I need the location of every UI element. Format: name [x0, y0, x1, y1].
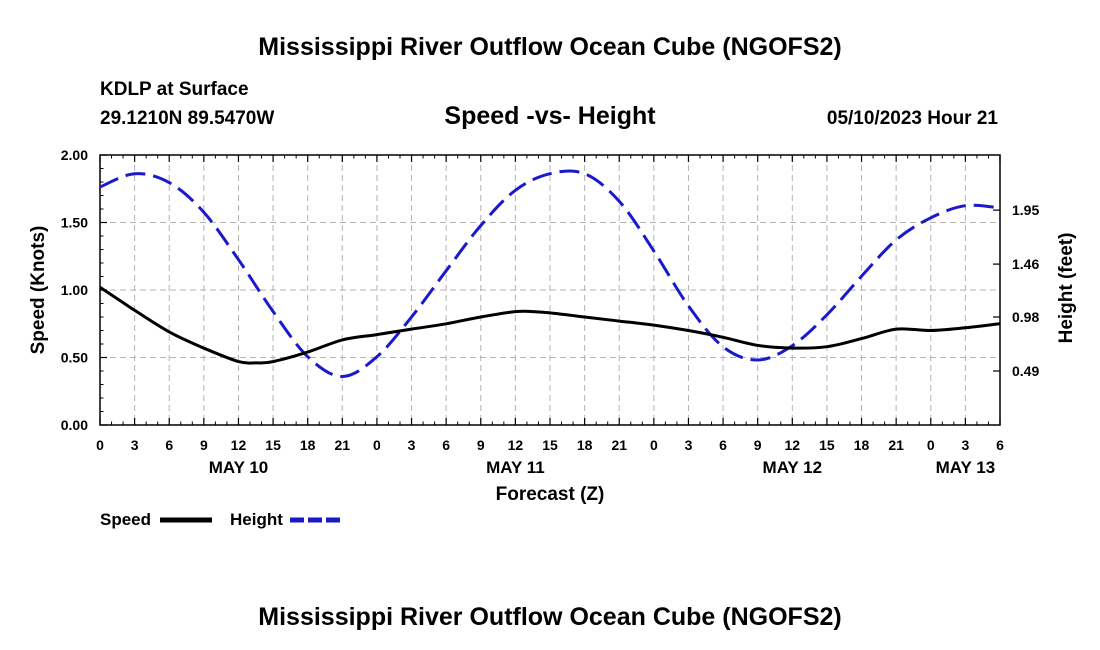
x-tick-label: 6: [165, 437, 173, 453]
x-tick-label: 3: [961, 437, 969, 453]
x-tick-label: 0: [650, 437, 658, 453]
day-label: MAY 13: [936, 458, 996, 477]
station-label: KDLP at Surface: [100, 79, 249, 100]
grid: [100, 155, 1000, 425]
x-tick-label: 9: [477, 437, 485, 453]
x-tick-label: 12: [785, 437, 801, 453]
day-label: MAY 10: [209, 458, 269, 477]
x-tick-label: 6: [442, 437, 450, 453]
y-axis-right: 0.49 0.98 1.46 1.95: [993, 202, 1039, 379]
chart-title: Speed -vs- Height: [444, 102, 656, 130]
x-tick-label: 9: [200, 437, 208, 453]
x-tick-label: 9: [754, 437, 762, 453]
y-axis-left: 0.00 0.50 1.00 1.50 2.00: [61, 147, 107, 433]
series-line-speed: [99, 286, 1001, 365]
y2-tick-label: 1.46: [1012, 256, 1039, 272]
y-tick-label: 1.50: [61, 215, 88, 231]
x-tick-label: 18: [577, 437, 593, 453]
x-tick-label: 0: [96, 437, 104, 453]
y2-tick-label: 0.98: [1012, 309, 1039, 325]
x-axis-label: Forecast (Z): [496, 484, 605, 505]
valid-time-label: 05/10/2023 Hour 21: [827, 108, 999, 129]
x-tick-label: 0: [927, 437, 935, 453]
series-group: [99, 169, 1001, 378]
x-tick-label: 18: [300, 437, 316, 453]
y-tick-label: 2.00: [61, 147, 88, 163]
y2-axis-label: Height (feet): [1056, 233, 1077, 344]
coordinates-label: 29.1210N 89.5470W: [100, 108, 274, 129]
y-tick-label: 0.50: [61, 350, 88, 366]
x-tick-label: 6: [719, 437, 727, 453]
legend: Speed Height: [100, 510, 342, 529]
x-tick-label: 15: [265, 437, 281, 453]
x-tick-label: 15: [542, 437, 558, 453]
y-tick-label: 0.00: [61, 417, 88, 433]
x-tick-label: 3: [131, 437, 139, 453]
legend-label-speed: Speed: [100, 510, 151, 529]
x-tick-label: 12: [508, 437, 524, 453]
day-label: MAY 12: [763, 458, 823, 477]
y2-tick-label: 0.49: [1012, 363, 1039, 379]
x-tick-label: 3: [408, 437, 416, 453]
x-tick-label: 0: [373, 437, 381, 453]
legend-label-height: Height: [230, 510, 283, 529]
x-tick-label: 21: [888, 437, 904, 453]
x-tick-label: 3: [685, 437, 693, 453]
x-tick-label: 15: [819, 437, 835, 453]
bottom-title: Mississippi River Outflow Ocean Cube (NG…: [258, 603, 841, 631]
y-axis-label: Speed (Knots): [28, 226, 49, 355]
x-axis: 0 3 6 9 12 15 18 21 0 3 6 9 12 15 18 21 0 3 6 9 12 15 18 21 0 3 6: [96, 155, 1004, 453]
x-tick-label: 18: [854, 437, 870, 453]
y2-tick-label: 1.95: [1012, 202, 1039, 218]
top-title: Mississippi River Outflow Ocean Cube (NG…: [258, 33, 841, 61]
series-line-height: [99, 169, 1001, 378]
x-tick-label: 21: [335, 437, 351, 453]
day-labels: MAY 10 MAY 11 MAY 12 MAY 13: [209, 458, 995, 477]
y-tick-label: 1.00: [61, 282, 88, 298]
x-tick-label: 21: [611, 437, 627, 453]
x-tick-label: 6: [996, 437, 1004, 453]
day-label: MAY 11: [486, 458, 545, 477]
x-tick-label: 12: [231, 437, 247, 453]
